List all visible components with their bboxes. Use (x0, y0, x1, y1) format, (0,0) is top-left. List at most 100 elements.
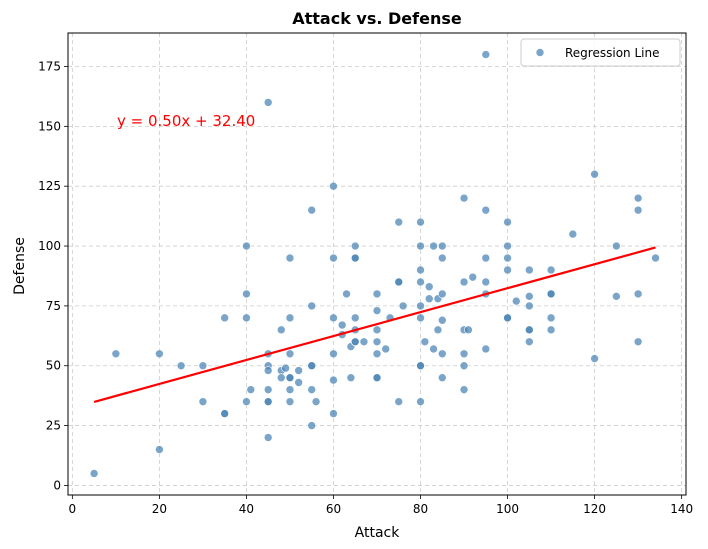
legend-marker (535, 48, 545, 57)
scatter-point (294, 378, 303, 387)
scatter-point (416, 217, 425, 227)
scatter-point (651, 253, 660, 263)
scatter-point (246, 385, 256, 394)
scatter-point (372, 306, 382, 315)
scatter-point (546, 313, 556, 323)
scatter-point (329, 253, 338, 263)
scatter-point (242, 289, 251, 299)
y-tick-label: 50 (46, 359, 61, 373)
scatter-point (372, 337, 382, 347)
scatter-point (503, 265, 512, 275)
scatter-point (481, 344, 491, 354)
scatter-point (525, 292, 534, 301)
scatter-point (372, 289, 382, 299)
scatter-point (464, 325, 473, 335)
scatter-point (242, 241, 251, 251)
scatter-point (285, 385, 295, 394)
scatter-point (481, 205, 491, 215)
scatter-point (429, 241, 438, 251)
y-tick-label: 175 (38, 60, 61, 74)
x-axis-ticks: 0 20 40 60 80 100 120 140 (69, 495, 693, 516)
x-tick-label: 100 (496, 502, 519, 516)
scatter-point (437, 241, 447, 251)
scatter-point (546, 265, 556, 275)
legend-box (520, 38, 681, 67)
scatter-point (420, 337, 430, 347)
scatter-point (481, 277, 491, 287)
scatter-point (307, 361, 317, 371)
scatter-point (525, 301, 534, 311)
scatter-point (285, 373, 295, 383)
scatter-point (525, 325, 534, 335)
regression-line-group (93, 246, 656, 403)
scatter-point (394, 397, 404, 406)
scatter-point (263, 98, 273, 107)
scatter-point (155, 445, 164, 454)
scatter-point (437, 349, 447, 359)
scatter-point (590, 169, 599, 179)
scatter-point (342, 289, 351, 299)
scatter-point (329, 313, 338, 323)
scatter-point (459, 349, 469, 359)
scatter-point (612, 241, 621, 251)
scatter-point (350, 253, 360, 263)
x-tick-label: 80 (413, 502, 428, 516)
scatter-point (437, 253, 447, 263)
scatter-point (176, 361, 186, 371)
scatter-point (459, 277, 469, 287)
scatter-point (111, 349, 121, 359)
scatter-points (89, 50, 660, 478)
scatter-point (633, 289, 643, 299)
scatter-point (198, 361, 208, 371)
scatter-point (437, 289, 447, 299)
scatter-point (503, 217, 512, 227)
scatter-point (337, 320, 347, 330)
scatter-point (263, 397, 273, 406)
scatter-point (416, 361, 425, 371)
scatter-point (394, 277, 404, 287)
y-tick-label: 75 (46, 299, 61, 313)
scatter-point (398, 301, 408, 311)
scatter-point (416, 301, 425, 311)
scatter-point (220, 313, 229, 323)
legend-label: Regression Line (565, 46, 659, 60)
scatter-point (359, 337, 369, 347)
scatter-point (416, 277, 425, 287)
scatter-point (263, 385, 273, 394)
scatter-point (220, 409, 229, 418)
plot-frame (67, 32, 687, 496)
scatter-point (633, 337, 643, 347)
scatter-point (294, 366, 303, 375)
scatter-point (416, 265, 425, 275)
scatter-point (568, 229, 578, 239)
x-axis-label: Attack (355, 525, 401, 541)
scatter-point (329, 181, 338, 191)
scatter-point (242, 313, 251, 323)
scatter-point (633, 205, 643, 215)
scatter-point (394, 217, 404, 227)
y-tick-label: 100 (38, 239, 61, 253)
scatter-point (307, 205, 317, 215)
scatter-point (285, 397, 295, 406)
scatter-point (381, 344, 391, 354)
y-axis-label: Defense (12, 237, 28, 295)
grid (68, 33, 686, 495)
scatter-point (307, 421, 317, 430)
scatter-point (155, 349, 164, 359)
scatter-point (285, 313, 295, 323)
regression-equation: y = 0.50x + 32.40 (117, 112, 255, 130)
x-tick-label: 0 (69, 502, 77, 516)
scatter-point (503, 241, 512, 251)
scatter-point (285, 349, 295, 359)
scatter-point (481, 50, 491, 59)
scatter-point (307, 301, 317, 311)
scatter-point (89, 469, 99, 478)
scatter-point (437, 315, 447, 325)
scatter-point (350, 313, 360, 323)
scatter-point (503, 313, 512, 323)
scatter-point (281, 363, 290, 373)
scatter-point (372, 373, 382, 383)
chart-title: Attack vs. Defense (292, 9, 462, 28)
scatter-point (311, 397, 321, 406)
